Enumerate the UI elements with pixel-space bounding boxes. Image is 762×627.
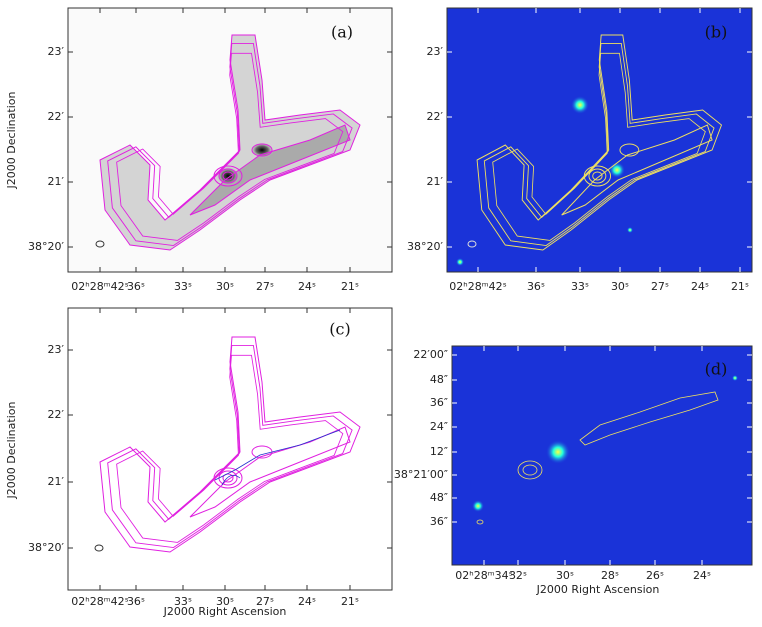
x-tick-label: 02ʰ28ᵐ34ˢ bbox=[455, 569, 512, 582]
x-tick-label: 36ˢ bbox=[127, 280, 145, 293]
x-tick-label: 30ˢ bbox=[216, 280, 234, 293]
x-axis-label: J2000 Right Ascension bbox=[536, 583, 660, 596]
beam bbox=[467, 240, 477, 248]
x-tick-label: 24ˢ bbox=[298, 280, 316, 293]
x-tick-label: 33ˢ bbox=[174, 595, 192, 608]
x-tick-label: 30ˢ bbox=[216, 595, 234, 608]
star bbox=[456, 258, 464, 266]
star bbox=[546, 440, 570, 464]
contours bbox=[476, 391, 719, 525]
x-tick-label: 21ˢ bbox=[341, 280, 359, 293]
y-axis-label: J2000 Declination bbox=[5, 92, 18, 190]
star bbox=[571, 96, 589, 114]
x-tick-label: 30ˢ bbox=[556, 569, 574, 582]
y-tick-label: 24″ bbox=[430, 420, 448, 433]
panel-label: (a) bbox=[331, 23, 353, 42]
y-tick-label: 22′ bbox=[48, 110, 65, 123]
x-tick-label: 24ˢ bbox=[298, 595, 316, 608]
star bbox=[609, 162, 625, 178]
star bbox=[627, 227, 633, 233]
x-tick-label: 27ˢ bbox=[256, 595, 274, 608]
x-tick-label: 28ˢ bbox=[601, 569, 619, 582]
x-tick-label: 24ˢ bbox=[693, 569, 711, 582]
y-tick-label: 22′ bbox=[48, 408, 65, 421]
panel-b bbox=[446, 7, 753, 273]
x-tick-label: 27ˢ bbox=[256, 280, 274, 293]
y-tick-label: 48″ bbox=[430, 373, 448, 386]
x-tick-label: 21ˢ bbox=[731, 280, 749, 293]
x-tick-label: 30ˢ bbox=[611, 280, 629, 293]
x-tick-label: 33ˢ bbox=[571, 280, 589, 293]
y-tick-label: 23′ bbox=[427, 45, 444, 58]
panel-label: (b) bbox=[705, 23, 728, 42]
frame bbox=[451, 345, 753, 566]
panel-a bbox=[67, 7, 393, 273]
frame bbox=[67, 307, 393, 591]
x-tick-label: 26ˢ bbox=[646, 569, 664, 582]
x-tick-label: 36ˢ bbox=[527, 280, 545, 293]
optical-contours bbox=[214, 429, 341, 486]
y-tick-label: 21′ bbox=[48, 475, 65, 488]
x-tick-label: 02ʰ28ᵐ42ˢ bbox=[71, 595, 128, 608]
y-tick-label: 23′ bbox=[48, 45, 65, 58]
x-tick-label: 32ˢ bbox=[509, 569, 527, 582]
beam bbox=[95, 240, 105, 248]
x-tick-label: 27ˢ bbox=[651, 280, 669, 293]
x-tick-label: 21ˢ bbox=[341, 595, 359, 608]
y-tick-label: 38°21′00″ bbox=[394, 468, 448, 481]
y-tick-label: 36″ bbox=[430, 396, 448, 409]
frame bbox=[446, 7, 753, 273]
star bbox=[472, 500, 484, 512]
y-tick-label: 48″ bbox=[430, 491, 448, 504]
y-tick-label: 23′ bbox=[48, 343, 65, 356]
y-tick-label: 22′ bbox=[427, 110, 444, 123]
panel-c bbox=[67, 307, 393, 591]
y-tick-label: 21′ bbox=[427, 175, 444, 188]
panel-label: (d) bbox=[705, 360, 728, 379]
y-axis-label: J2000 Declination bbox=[5, 402, 18, 500]
x-axis-label: J2000 Right Ascension bbox=[163, 605, 287, 618]
y-tick-label: 38°20′ bbox=[407, 240, 443, 253]
y-tick-label: 38°20′ bbox=[28, 541, 64, 554]
y-tick-label: 12″ bbox=[430, 445, 448, 458]
emission bbox=[190, 125, 350, 215]
x-tick-label: 36ˢ bbox=[127, 595, 145, 608]
y-tick-label: 36″ bbox=[430, 515, 448, 528]
y-tick-label: 38°20′ bbox=[28, 240, 64, 253]
panel-d bbox=[451, 345, 753, 566]
x-tick-label: 24ˢ bbox=[691, 280, 709, 293]
beam bbox=[94, 544, 104, 552]
core bbox=[250, 142, 274, 158]
x-tick-label: 02ʰ28ᵐ42ˢ bbox=[449, 280, 506, 293]
panel-label: (c) bbox=[329, 320, 350, 339]
x-tick-label: 33ˢ bbox=[174, 280, 192, 293]
y-tick-label: 21′ bbox=[48, 175, 65, 188]
y-tick-label: 22′00″ bbox=[413, 348, 448, 361]
x-tick-label: 02ʰ28ᵐ42ˢ bbox=[71, 280, 128, 293]
star bbox=[732, 375, 738, 381]
